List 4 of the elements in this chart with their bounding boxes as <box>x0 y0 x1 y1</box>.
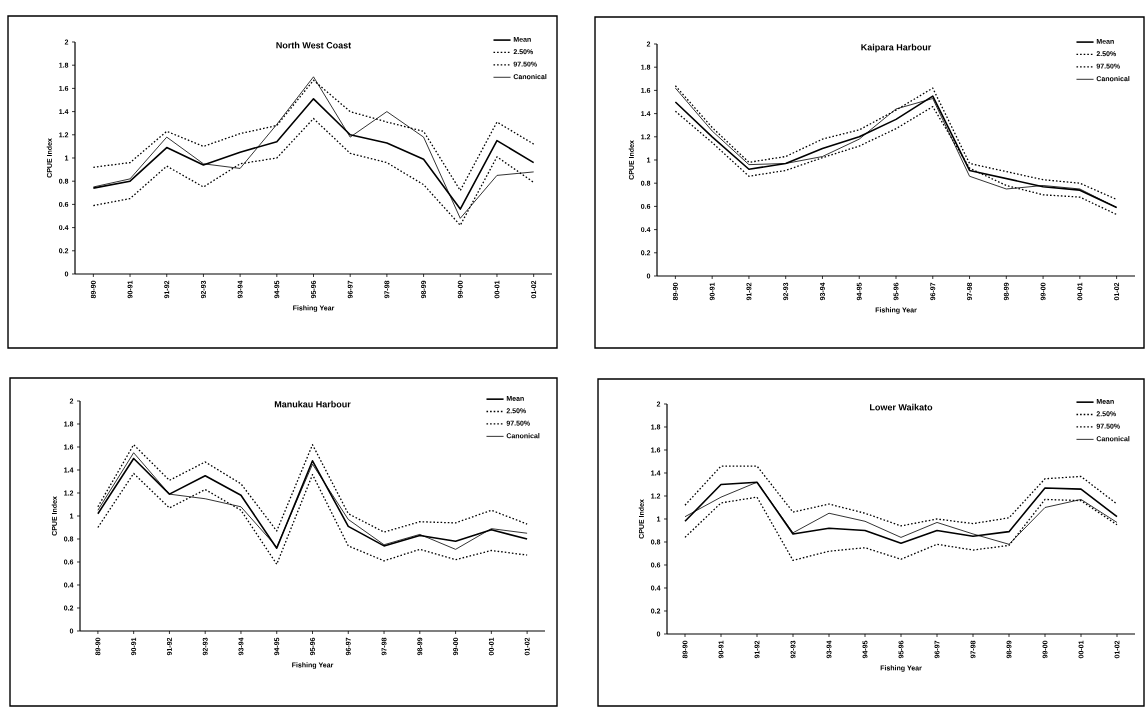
chart-title: Kaipara Harbour <box>861 43 932 53</box>
chart-title: Manukau Harbour <box>274 400 351 408</box>
chart-title: Lower Waikato <box>870 403 933 411</box>
chart-title: North West Coast <box>276 41 352 49</box>
